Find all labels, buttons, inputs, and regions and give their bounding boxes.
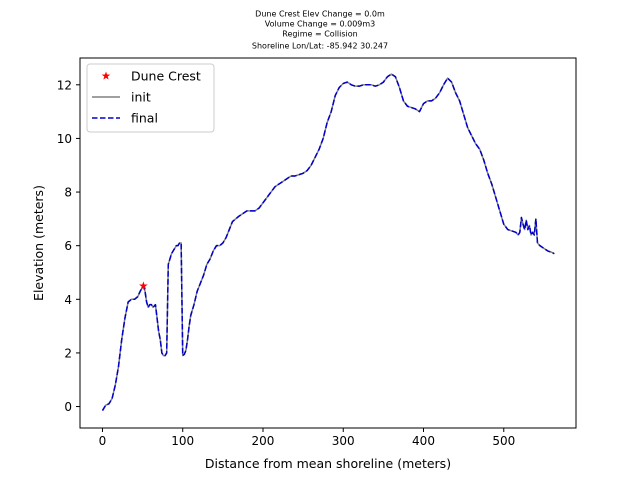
title-line-4: Shoreline Lon/Lat: -85.942 30.247 [252,42,388,51]
legend-label-init: init [131,90,151,105]
y-tick-label: 10 [57,132,72,146]
legend-label-final: final [131,111,158,126]
x-axis-ticks: 0 100 200 300 400 500 [99,428,515,448]
y-tick-label: 6 [64,239,72,253]
chart-title: Dune Crest Elev Change = 0.0m Volume Cha… [252,10,388,51]
title-line-1: Dune Crest Elev Change = 0.0m [255,10,385,19]
y-tick-label: 8 [64,186,72,200]
x-axis-label: Distance from mean shoreline (meters) [205,456,451,471]
y-tick-label: 12 [57,78,72,92]
y-tick-label: 2 [64,346,72,360]
y-axis-ticks: 0 2 4 6 8 10 12 [57,78,80,414]
y-axis-label: Elevation (meters) [31,185,46,301]
series-line-final [101,73,555,411]
series-layer [101,73,555,411]
legend-dune-crest-star [101,71,111,80]
legend-label-dune-crest: Dune Crest [131,69,201,84]
y-tick-label: 0 [64,400,72,414]
x-tick-label: 400 [412,434,435,448]
x-tick-label: 500 [492,434,515,448]
title-line-3: Regime = Collision [282,30,357,39]
x-tick-label: 300 [332,434,355,448]
axes-frame [79,57,577,429]
marker-layer [139,281,148,290]
title-line-2: Volume Change = 0.009m3 [265,20,376,29]
x-tick-label: 200 [252,434,275,448]
x-tick-label: 0 [99,434,107,448]
plot-area [79,57,577,429]
legend: Dune Crest init final [86,63,215,133]
dune-crest-marker [139,281,148,290]
legend-box [86,63,215,133]
x-tick-label: 100 [171,434,194,448]
y-tick-label: 4 [64,293,72,307]
